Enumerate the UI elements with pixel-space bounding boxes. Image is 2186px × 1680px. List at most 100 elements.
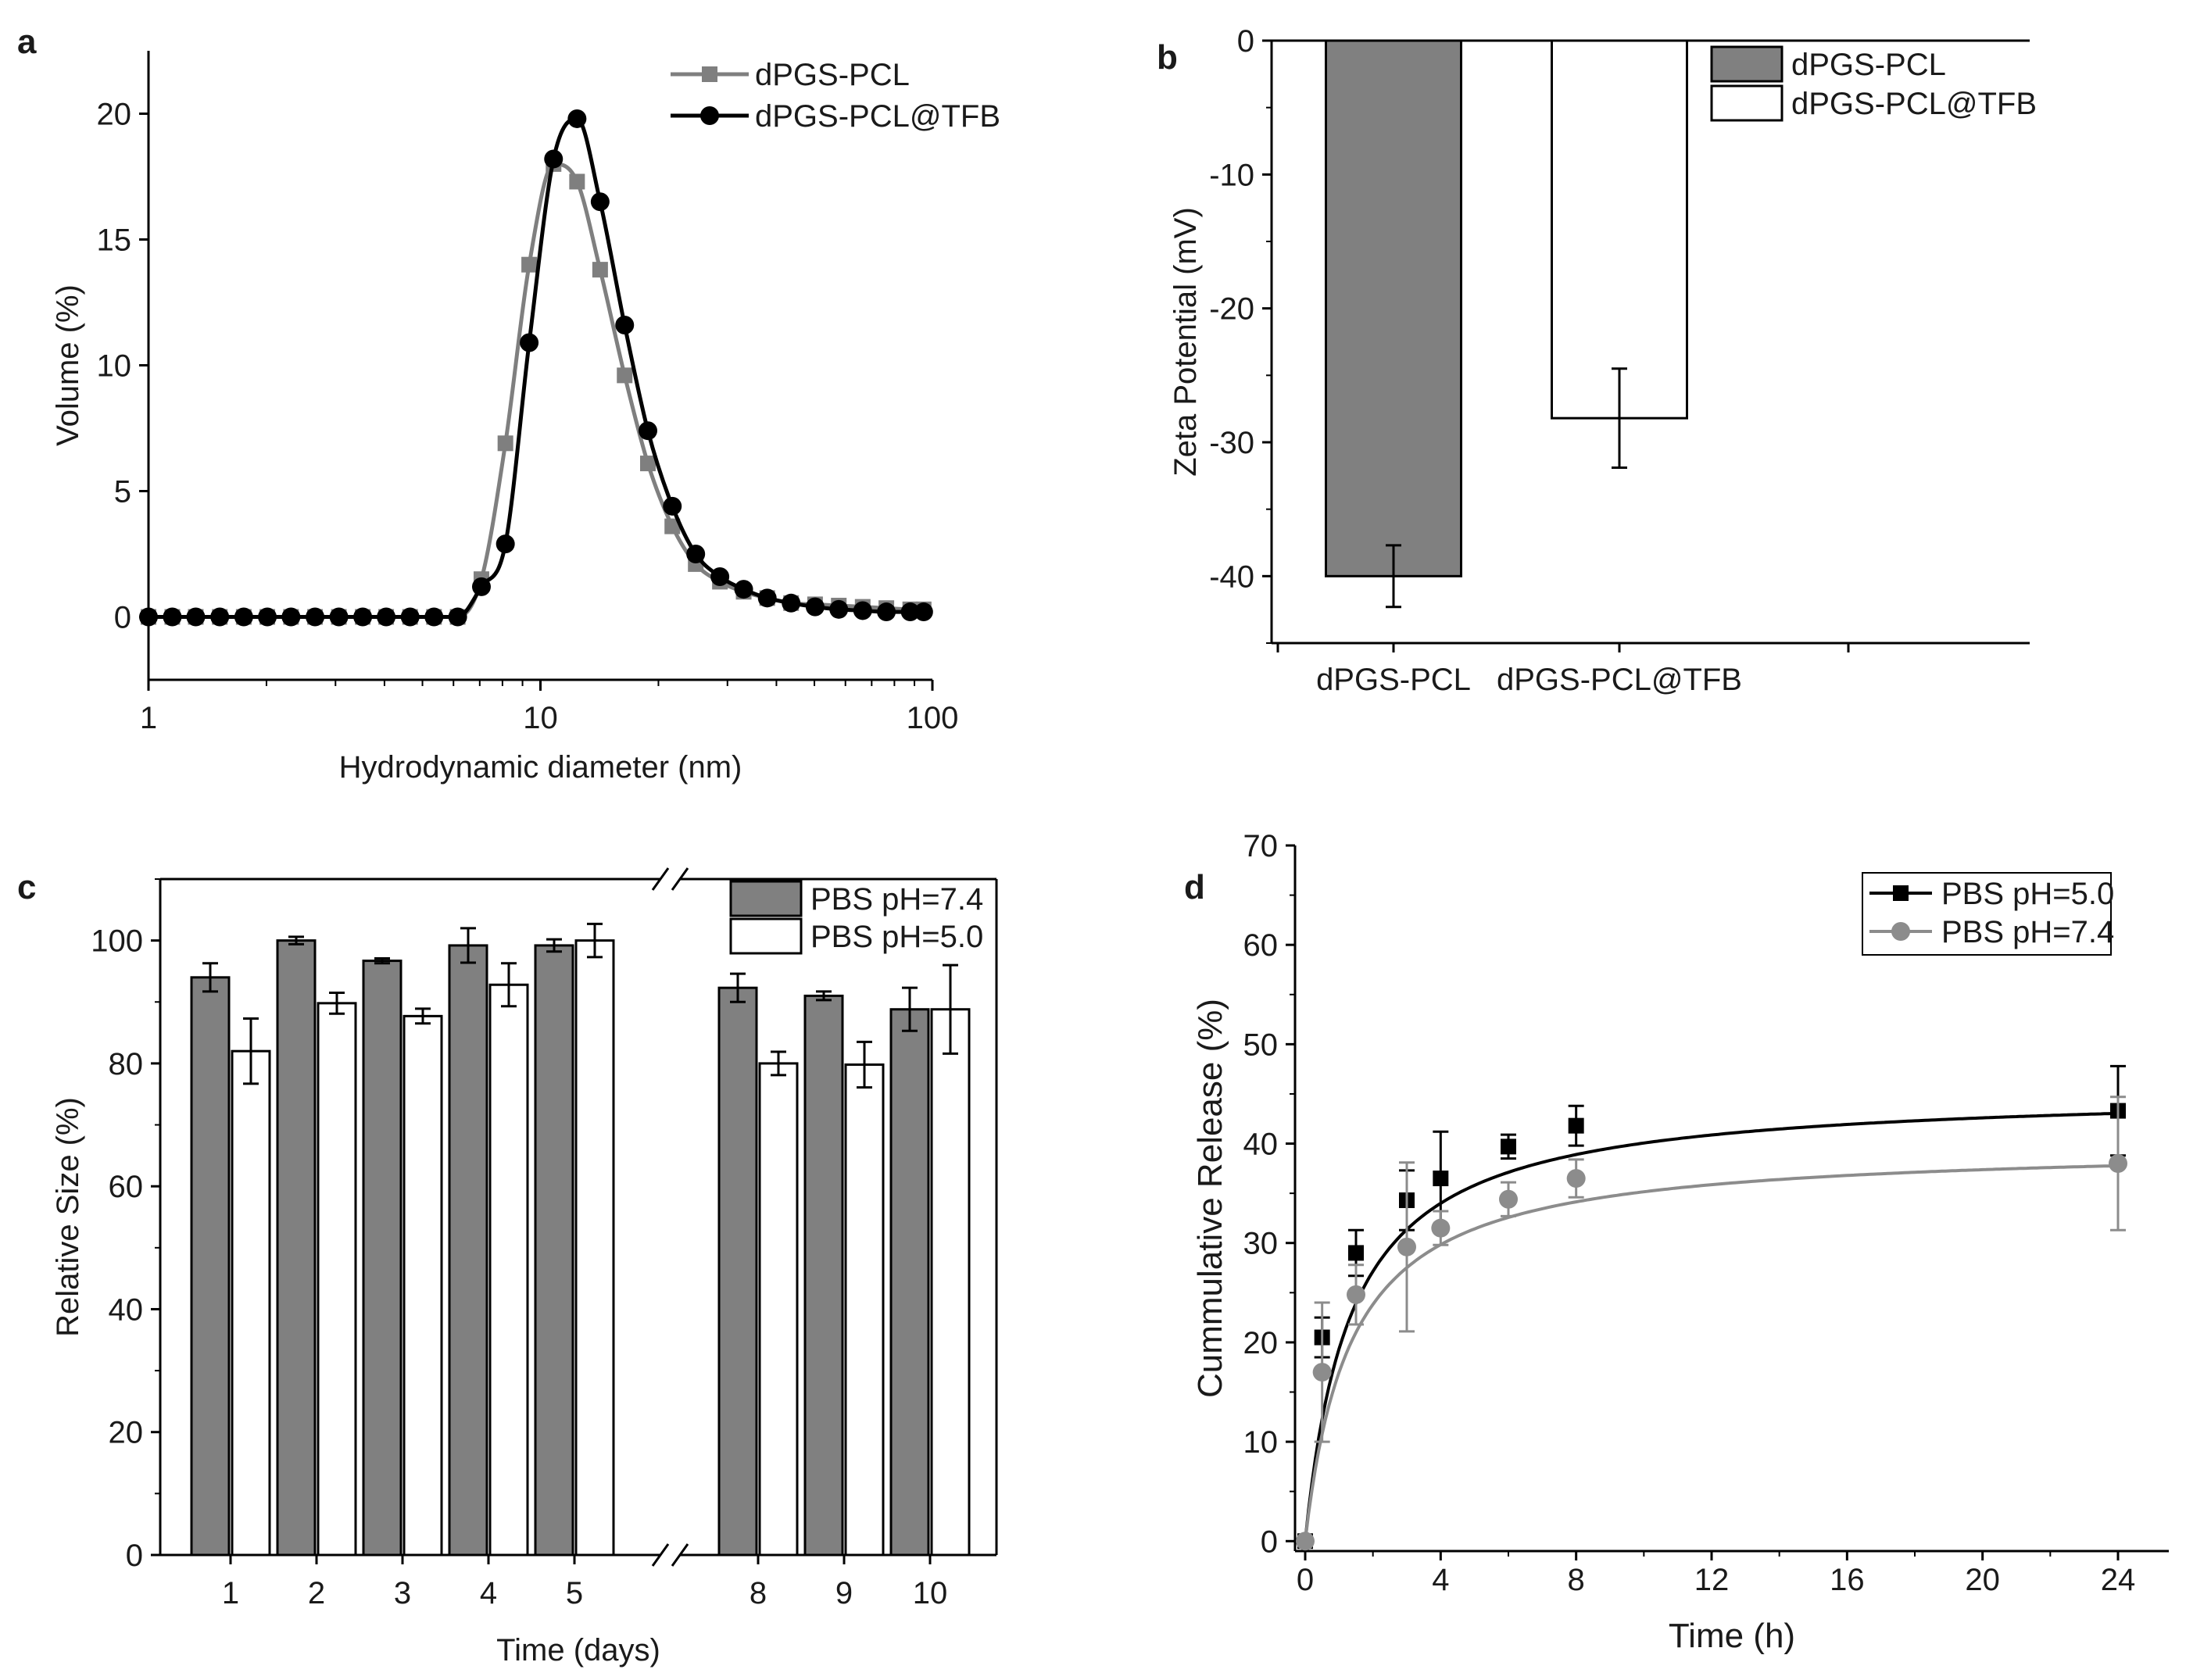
panel-d-line-chart: 0 10 20 30 40 50 60 70 0 4 8 12 16 20 24 Time (h) Cummul… [1191,829,2169,1655]
data-point [900,602,920,622]
bar-dpgs-pcl@tfb [1551,39,1688,420]
y-tick-label: 0 [126,1539,143,1573]
y-tick-label: 70 [1243,829,1279,863]
bar-ph74 [276,939,317,1557]
x-tick-label: 4 [1432,1563,1449,1597]
error-bar [329,991,345,1015]
data-point [234,607,253,627]
data-point [638,421,657,441]
y-axis-label: Zeta Potential (mV) [1168,207,1203,477]
bar-ph50 [844,1063,885,1557]
bar-ph50 [758,1062,799,1557]
x-tick-label: 4 [480,1576,497,1610]
y-tick-label: 80 [109,1047,144,1081]
data-point [569,173,585,190]
error-bar [857,1040,872,1089]
legend-swatch [729,917,803,955]
error-bar [243,1017,259,1085]
error-bar [460,927,476,964]
bar-ph50 [574,939,615,1557]
x-tick-label: 0 [1297,1563,1314,1597]
legend-label: dPGS-PCL@TFB [1791,87,2037,121]
error-bar [374,956,390,965]
data-point [521,256,538,273]
y-tick-label: 20 [109,1416,144,1450]
y-tick-label: 50 [1243,1028,1279,1062]
data-point [617,367,633,384]
x-tick-label: 1 [140,701,157,735]
data-point [663,496,682,516]
legend-marker [700,106,719,125]
bar-ph50 [317,1002,357,1557]
y-tick-label: 20 [1243,1326,1279,1360]
data-point [592,262,608,278]
data-point [590,192,610,212]
x-category-label: dPGS-PCL@TFB [1497,663,1742,697]
legend-swatch [729,880,803,917]
data-point [567,109,587,128]
y-tick-label: 15 [97,223,132,258]
legend-label: PBS pH=7.4 [1941,915,2114,949]
error-bar [771,1050,786,1077]
x-tick-label: 2 [308,1576,325,1610]
y-tick-label: 10 [1243,1425,1279,1460]
legend-label: PBS pH=7.4 [810,882,983,917]
panel-c-bar-chart: 0 20 40 60 80 100 Relative Size (%) Time (days)… [51,867,998,1667]
data-point [877,602,896,622]
x-tick-label: 16 [1830,1563,1865,1597]
data-point [496,534,515,554]
data-point [914,602,933,622]
data-point [353,607,373,627]
legend-swatch [1710,45,1784,83]
data-point [306,607,325,627]
y-tick-label: 0 [1261,1525,1278,1559]
data-point [664,518,681,534]
data-point [853,601,872,620]
bar-ph50 [930,1008,971,1557]
y-tick-label: 100 [91,924,143,959]
data-point [1312,1363,1332,1382]
legend-label: PBS pH=5.0 [810,920,983,954]
bar-ph50 [488,983,529,1557]
y-tick-label: 0 [1237,24,1254,59]
bar-ph74 [190,976,231,1557]
axis-break-mark [671,867,689,891]
data-point [782,593,801,613]
panel-b-bar-chart: 0 -10 -20 -30 -40 Zeta Potential (mV) dPGS-PCL… [1168,24,2037,697]
panel-b-letter: b [1157,38,1178,77]
y-axis-label: Cummulative Release (%) [1191,999,1229,1398]
legend-label: dPGS-PCL [755,58,910,92]
bar-ph74 [717,986,758,1557]
data-point [1566,1169,1586,1189]
x-tick-label: 12 [1694,1563,1730,1597]
error-bar [943,963,958,1055]
bar-ph50 [231,1049,271,1557]
legend-label: dPGS-PCL [1791,48,1946,82]
axis-break-mark [651,867,670,891]
data-point [639,456,656,472]
y-tick-label: 20 [97,98,132,132]
error-bar [1386,544,1401,609]
data-point [686,545,706,563]
bar-dpgs-pcl [1325,39,1462,577]
error-bar [288,935,304,945]
data-point [281,607,301,627]
data-point [757,588,777,608]
x-tick-label: 1 [222,1576,239,1610]
bar-ph74 [889,1008,930,1557]
y-tick-label: 30 [1243,1227,1279,1261]
data-point [734,580,753,599]
legend-label: dPGS-PCL@TFB [755,99,1000,134]
error-bar [202,962,218,993]
y-tick-label: 5 [114,475,131,509]
data-point [210,607,230,627]
x-tick-label: 8 [1568,1563,1585,1597]
data-point [1501,1138,1516,1155]
data-point [163,607,182,627]
y-tick-label: -10 [1209,158,1254,192]
data-point [329,607,349,627]
x-category-label: dPGS-PCL [1316,663,1471,697]
data-point [448,607,467,627]
data-point [186,607,206,627]
data-point [1568,1117,1584,1134]
